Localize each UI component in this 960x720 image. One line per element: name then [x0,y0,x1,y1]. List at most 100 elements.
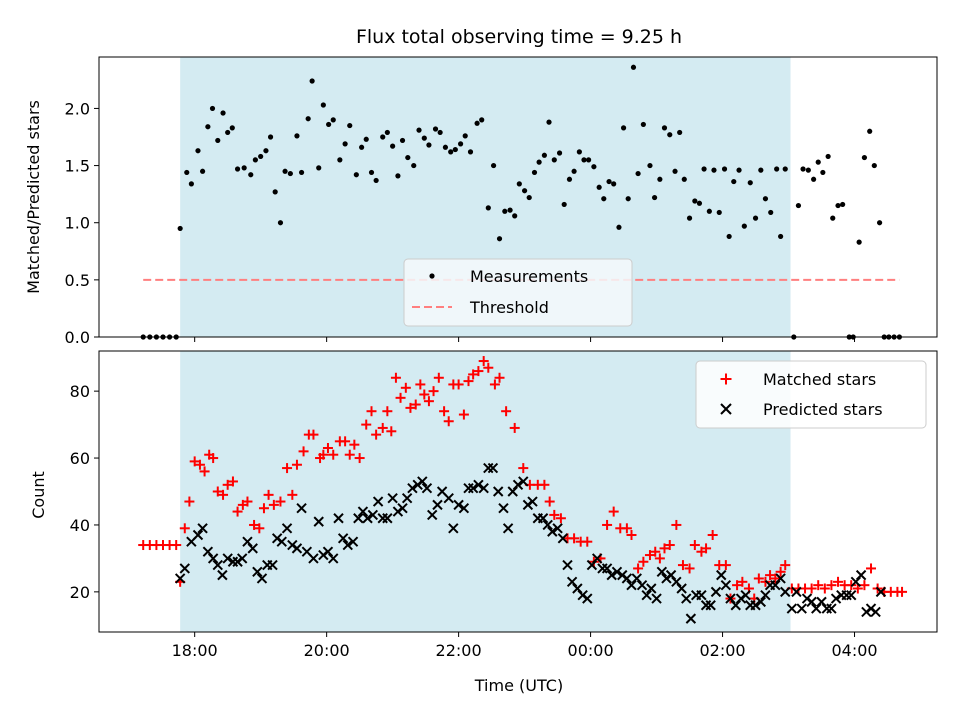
predicted-stars-point [755,596,767,608]
y-tick-label: 2.0 [65,99,90,118]
bottom-y-axis-label: Count [29,471,48,519]
x-tick-label: 00:00 [568,641,614,660]
predicted-stars-point [397,503,408,514]
legend-measurements-marker [429,273,435,279]
y-tick-label: 60 [70,449,90,468]
matched-stars-point [473,366,484,377]
matched-stars-point [189,456,200,467]
matched-stars-point [897,586,908,597]
matched-stars-point [254,523,265,534]
predicted-stars-point [443,492,454,504]
matched-stars-point [684,563,695,574]
predicted-stars-point [826,603,837,614]
matched-stars-point [194,459,205,470]
predicted-stars-point [547,526,558,537]
measurement-point [657,176,663,182]
predicted-stars-point [478,482,489,494]
matched-stars-point [644,550,655,561]
measurement-point [541,152,547,158]
predicted-stars-point [281,523,293,534]
measurement-point [363,136,369,142]
predicted-stars-point [387,492,398,504]
measurement-point [229,125,235,131]
measurement-point [320,102,326,108]
predicted-stars-point [705,600,716,611]
measurement-point [234,166,241,172]
matched-stars-point [608,506,619,517]
measurement-point [347,122,353,129]
matched-stars-point [366,406,377,417]
matched-stars-point [386,426,397,437]
measurement-point [741,223,747,229]
matched-stars-point [199,466,210,477]
bottom-legend: Matched stars Predicted stars [695,360,927,429]
matched-stars-point [654,553,665,564]
measurement-point [661,125,668,131]
matched-stars-point [340,436,351,447]
predicted-stars-point [821,603,833,614]
matched-stars-point [298,446,309,457]
predicted-stars-point [467,482,479,494]
top-plot-frame [98,56,938,338]
matched-stars-point [382,406,393,417]
matched-stars-point [707,529,718,540]
matched-stars-point [258,503,269,514]
legend-matched-label: Matched stars [763,370,876,389]
measurement-point [309,78,315,84]
measurement-point [177,225,183,232]
measurement-point [437,129,443,136]
measurement-point [452,146,458,153]
measurement-point [635,170,641,177]
bottom-panel: 18:00 20:00 22:00 00:00 02:00 04:00 20406080 … [29,350,938,695]
measurement-point [287,170,293,177]
measurement-point [384,129,390,136]
top-panel: 0.00.51.01.52.0 Matched/Predicted stars … [24,56,938,347]
measurement-point [462,133,468,139]
predicted-stars-point [498,503,509,514]
measurement-point [252,157,258,163]
matched-stars-point [415,379,426,390]
matched-stars-point [344,449,355,460]
measurement-point [390,143,396,149]
measurement-point [225,129,231,136]
measurement-point [591,164,597,170]
measurement-point [820,169,826,176]
measurement-point [248,172,254,178]
measurement-point [867,128,873,134]
x-tick-label: 02:00 [699,641,745,660]
legend-matched-marker [720,373,732,385]
matched-stars-point [208,453,219,464]
measurement-point [353,172,359,178]
predicted-stars-point [492,486,504,497]
matched-stars-point [328,449,339,460]
measurement-point [516,181,522,187]
predicted-stars-point [512,479,524,491]
measurement-point [485,205,491,211]
measurement-point [620,125,627,131]
matched-stars-point [371,429,382,440]
measurement-point [768,209,774,216]
predicted-stars-point [846,589,857,601]
measurement-point [752,215,759,221]
predicted-stars-point [636,579,648,591]
predicted-stars-point [308,553,319,564]
predicted-stars-point [473,479,484,491]
measurement-point [502,208,508,214]
measurement-point [330,117,336,123]
matched-stars-point [287,489,298,500]
measurement-point [373,177,379,184]
matched-stars-point [544,496,555,507]
measurement-point [448,149,454,155]
measurement-point [421,135,427,141]
y-tick-label: 1.0 [65,214,90,233]
measurement-point [467,149,474,155]
measurement-point [359,144,365,150]
matched-stars-point [419,389,430,400]
predicted-stars-point [458,503,470,514]
matched-stars-point [775,566,786,577]
x-tick-label: 22:00 [436,641,482,660]
predicted-stars-point [487,462,499,474]
matched-stars-point [405,402,416,413]
measurement-point [205,124,211,130]
measurement-point [861,154,868,161]
